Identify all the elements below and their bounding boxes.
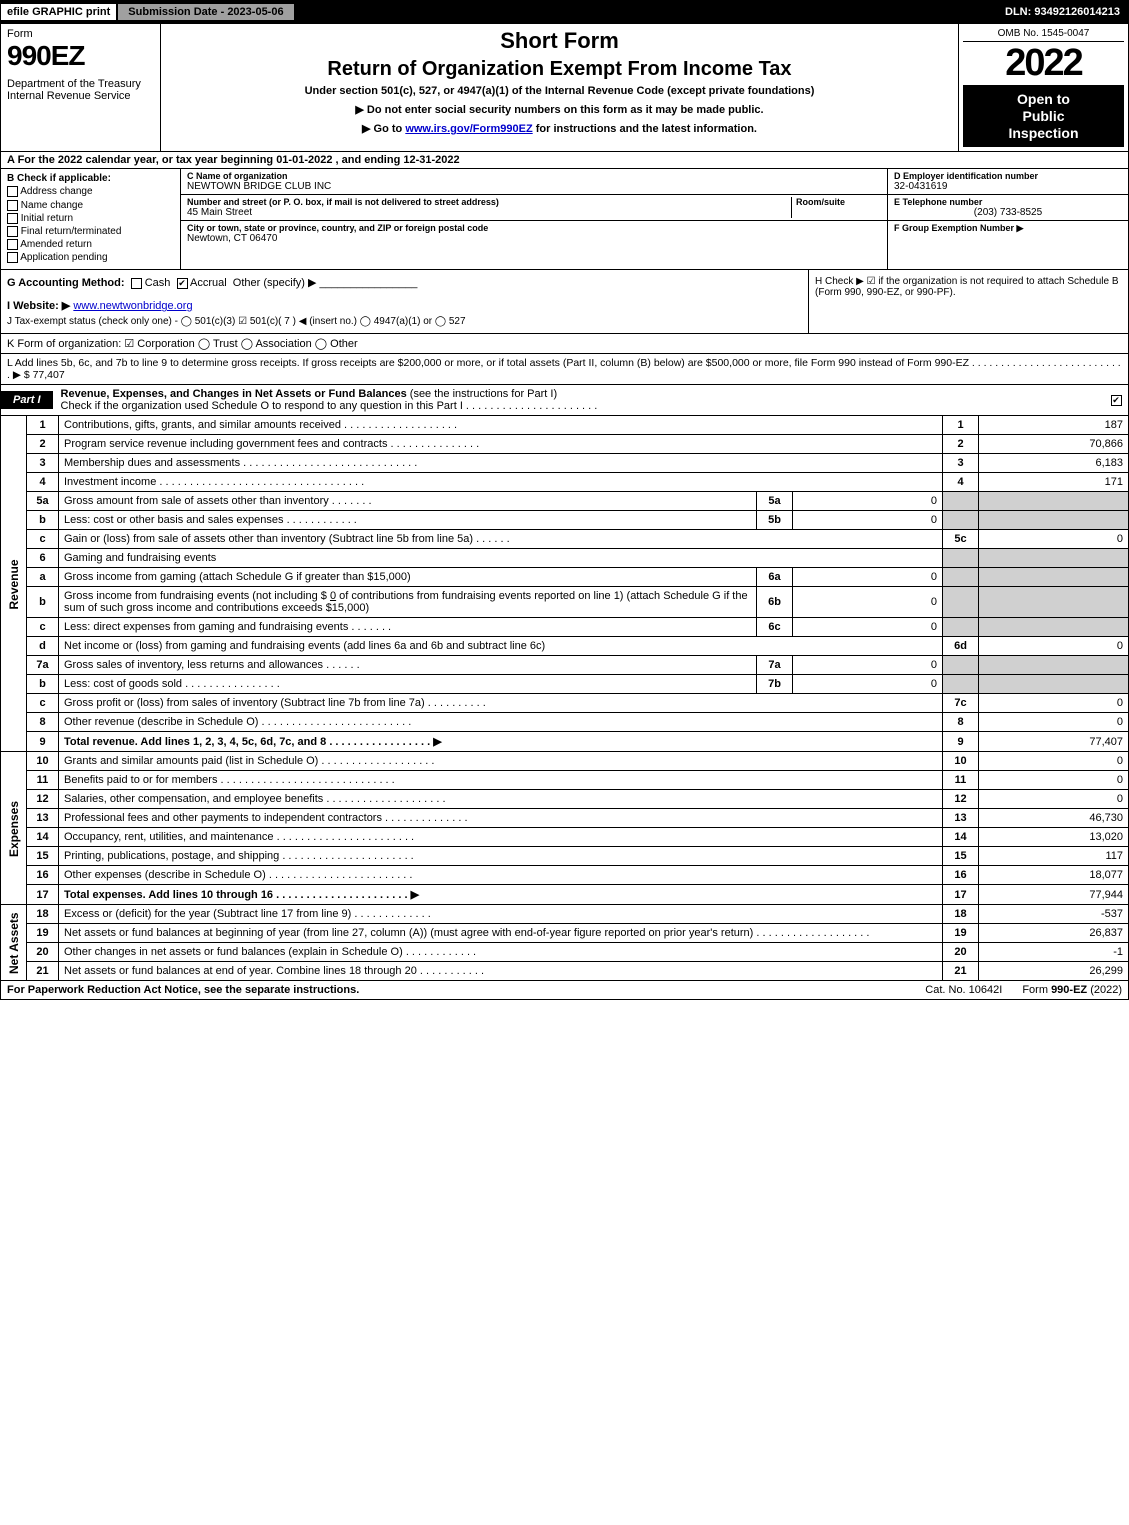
line-12-value: 0 (979, 790, 1129, 809)
line-18-value: -537 (979, 905, 1129, 924)
part-1-title: Revenue, Expenses, and Changes in Net As… (53, 385, 1104, 415)
line-15-value: 117 (979, 847, 1129, 866)
submission-date: Submission Date - 2023-05-06 (118, 4, 295, 20)
form-number: 990EZ (7, 40, 154, 72)
dept-treasury: Department of the Treasury (7, 78, 154, 90)
part-1-header: Part I Revenue, Expenses, and Changes in… (0, 385, 1129, 416)
section-a: A For the 2022 calendar year, or tax yea… (0, 152, 1129, 169)
chk-address-change[interactable]: Address change (7, 186, 174, 197)
page-footer: For Paperwork Reduction Act Notice, see … (0, 981, 1129, 1000)
tax-year: 2022 (963, 42, 1124, 85)
chk-name-change[interactable]: Name change (7, 200, 174, 211)
street-value: 45 Main Street (187, 207, 791, 218)
open-line2: Public (967, 108, 1120, 125)
line-3-value: 6,183 (979, 454, 1129, 473)
header-center: Short Form Return of Organization Exempt… (161, 24, 958, 151)
paperwork-notice: For Paperwork Reduction Act Notice, see … (7, 984, 905, 996)
col-cde: C Name of organization NEWTOWN BRIDGE CL… (181, 169, 1128, 269)
top-bar: efile GRAPHIC print Submission Date - 20… (0, 0, 1129, 24)
line-17-value: 77,944 (979, 885, 1129, 905)
name-label: C Name of organization (187, 171, 881, 181)
line-7a-value: 0 (793, 656, 943, 675)
return-title: Return of Organization Exempt From Incom… (171, 58, 948, 81)
line-13-value: 46,730 (979, 809, 1129, 828)
open-line1: Open to (967, 91, 1120, 108)
no-ssn-line: ▶ Do not enter social security numbers o… (171, 103, 948, 116)
city-label: City or town, state or province, country… (187, 223, 881, 233)
group-exemption-label: F Group Exemption Number ▶ (894, 223, 1122, 234)
line-14-value: 13,020 (979, 828, 1129, 847)
side-netassets: Net Assets (1, 905, 27, 981)
line-6c-value: 0 (793, 618, 943, 637)
chk-initial-return[interactable]: Initial return (7, 213, 174, 224)
efile-print-button[interactable]: efile GRAPHIC print (1, 4, 118, 20)
row-gh: G Accounting Method: Cash ✔ Accrual Othe… (0, 269, 1129, 334)
line-19-value: 26,837 (979, 924, 1129, 943)
phone-value: (203) 733-8525 (894, 207, 1122, 218)
line-5b-value: 0 (793, 511, 943, 530)
website-link[interactable]: www.newtwonbridge.org (73, 300, 192, 312)
open-to-public: Open to Public Inspection (963, 85, 1124, 147)
side-revenue: Revenue (1, 416, 27, 752)
line-6d-value: 0 (979, 637, 1129, 656)
under-section: Under section 501(c), 527, or 4947(a)(1)… (171, 85, 948, 97)
city-value: Newtown, CT 06470 (187, 233, 881, 244)
phone-label: E Telephone number (894, 197, 1122, 207)
line-20-value: -1 (979, 943, 1129, 962)
row-l: L Add lines 5b, 6c, and 7b to line 9 to … (0, 354, 1129, 385)
col-c: C Name of organization NEWTOWN BRIDGE CL… (181, 169, 888, 269)
form-word: Form (7, 28, 154, 40)
form-header: Form 990EZ Department of the Treasury In… (0, 24, 1129, 152)
line-4-value: 171 (979, 473, 1129, 492)
header-left: Form 990EZ Department of the Treasury In… (1, 24, 161, 151)
website-label: I Website: ▶ (7, 300, 70, 312)
room-label: Room/suite (796, 197, 881, 207)
line-1-value: 187 (979, 416, 1129, 435)
short-form-title: Short Form (171, 28, 948, 54)
tax-exempt-status: J Tax-exempt status (check only one) - ◯… (7, 316, 802, 327)
line-11-value: 0 (979, 771, 1129, 790)
part-1-check-line: Check if the organization used Schedule … (61, 400, 598, 412)
goto-line: ▶ Go to www.irs.gov/Form990EZ for instru… (171, 122, 948, 135)
chk-amended-return[interactable]: Amended return (7, 239, 174, 250)
line-10-value: 0 (979, 752, 1129, 771)
header-right: OMB No. 1545-0047 2022 Open to Public In… (958, 24, 1128, 151)
schedule-o-check[interactable]: ✔ (1104, 394, 1128, 406)
irs-label: Internal Revenue Service (7, 90, 154, 102)
col-b: B Check if applicable: Address change Na… (1, 169, 181, 269)
col-de: D Employer identification number 32-0431… (888, 169, 1128, 269)
omb-number: OMB No. 1545-0047 (963, 28, 1124, 42)
part-1-tab: Part I (1, 391, 53, 409)
catalog-number: Cat. No. 10642I (905, 984, 1022, 996)
schedule-b-check: H Check ▶ ☑ if the organization is not r… (808, 270, 1128, 333)
chk-final-return[interactable]: Final return/terminated (7, 226, 174, 237)
line-7b-value: 0 (793, 675, 943, 694)
line-2-value: 70,866 (979, 435, 1129, 454)
info-grid: B Check if applicable: Address change Na… (0, 169, 1129, 269)
chk-application-pending[interactable]: Application pending (7, 252, 174, 263)
ein-value: 32-0431619 (894, 181, 1122, 192)
accounting-method: G Accounting Method: Cash ✔ Accrual Othe… (1, 270, 808, 333)
line-8-value: 0 (979, 713, 1129, 732)
line-9-value: 77,407 (979, 732, 1129, 752)
ein-label: D Employer identification number (894, 171, 1122, 181)
irs-link[interactable]: www.irs.gov/Form990EZ (405, 123, 532, 135)
line-5a-value: 0 (793, 492, 943, 511)
col-b-header: B Check if applicable: (7, 173, 174, 184)
open-line3: Inspection (967, 125, 1120, 142)
side-expenses: Expenses (1, 752, 27, 905)
line-5c-value: 0 (979, 530, 1129, 549)
dln-number: DLN: 93492126014213 (997, 4, 1128, 20)
form-ref: Form 990-EZ (2022) (1022, 984, 1122, 996)
line-6b-value: 0 (793, 587, 943, 618)
line-7c-value: 0 (979, 694, 1129, 713)
line-16-value: 18,077 (979, 866, 1129, 885)
row-k: K Form of organization: ☑ Corporation ◯ … (0, 334, 1129, 354)
lines-table: Revenue 1 Contributions, gifts, grants, … (0, 416, 1129, 981)
line-6a-value: 0 (793, 568, 943, 587)
line-21-value: 26,299 (979, 962, 1129, 981)
street-label: Number and street (or P. O. box, if mail… (187, 197, 791, 207)
org-name: NEWTOWN BRIDGE CLUB INC (187, 181, 881, 192)
